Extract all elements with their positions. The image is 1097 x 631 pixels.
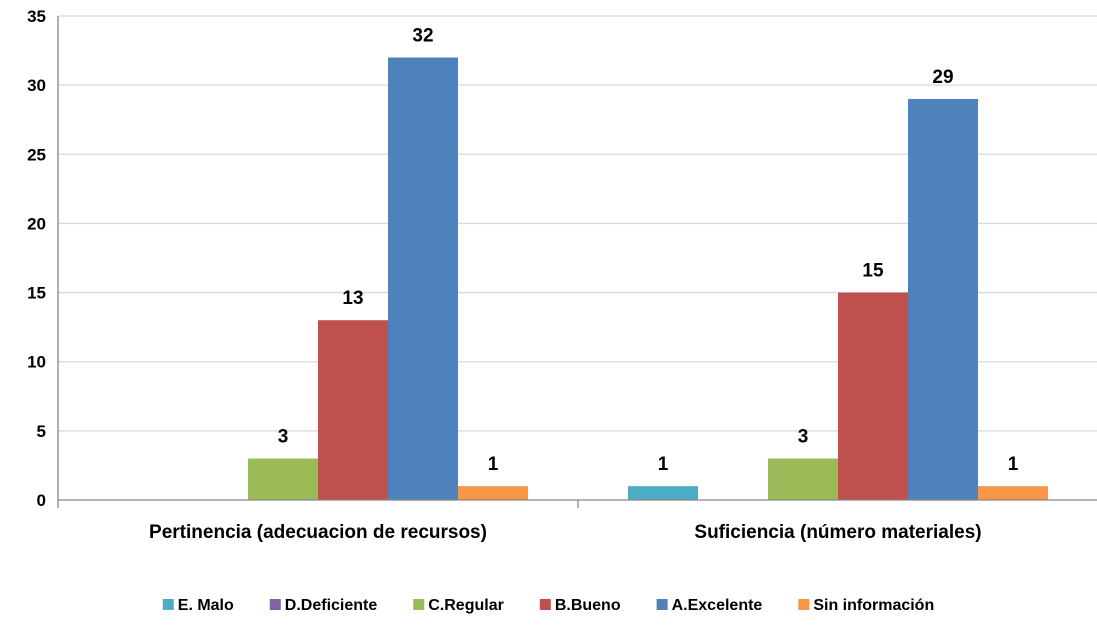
bar (908, 98, 978, 500)
legend-label: C.Regular (428, 597, 504, 614)
data-label: 1 (488, 454, 499, 475)
legend-swatch (656, 599, 668, 610)
bars (248, 57, 1048, 500)
gridlines (58, 15, 1097, 432)
bar (978, 486, 1048, 500)
data-label: 1 (658, 454, 669, 475)
x-category-label: Pertinencia (adecuacion de recursos) (149, 522, 487, 543)
y-tick-label: 15 (27, 284, 46, 303)
axes: 0 5 10 15 20 25 30 35 Pertinencia (adecuacion de… (27, 7, 1097, 543)
data-label: 15 (862, 261, 884, 282)
bar (458, 486, 528, 500)
legend-item: A.Excelente (656, 597, 763, 614)
legend-item: E. Malo (162, 597, 234, 614)
y-tick-label: 30 (27, 76, 46, 95)
data-label: 13 (342, 288, 363, 309)
legend-item: B.Bueno (539, 597, 621, 614)
bar (388, 57, 458, 500)
bar (248, 458, 318, 500)
bar (768, 458, 838, 500)
legend-label: A.Excelente (672, 597, 763, 614)
legend-label: B.Bueno (555, 597, 621, 614)
bar (318, 320, 388, 500)
legend-swatch (162, 599, 174, 610)
data-label: 29 (932, 67, 953, 88)
legend-swatch (269, 599, 281, 610)
data-label: 1 (1008, 454, 1019, 475)
legend-label: D.Deficiente (285, 597, 378, 614)
y-tick-label: 10 (27, 353, 46, 372)
legend-label: E. Malo (178, 597, 234, 614)
data-label: 32 (412, 25, 433, 46)
legend-swatch (539, 599, 551, 610)
legend-swatch (413, 599, 425, 610)
y-tick-label: 25 (27, 145, 46, 164)
bar (838, 292, 908, 500)
y-tick-label: 20 (27, 214, 46, 233)
legend-swatch (798, 599, 810, 610)
legend-item: C.Regular (413, 597, 504, 614)
legend: E. Malo D.Deficiente C.Regular B.Bueno A.Exc… (162, 597, 934, 614)
x-category-label: Suficiencia (número materiales) (694, 522, 981, 543)
y-tick-label: 0 (37, 491, 46, 510)
data-label: 3 (798, 427, 809, 448)
data-label: 3 (278, 427, 289, 448)
bar (628, 486, 698, 500)
legend-item: Sin información (798, 597, 934, 614)
y-tick-label: 35 (27, 7, 46, 26)
legend-item: D.Deficiente (269, 597, 378, 614)
legend-label: Sin información (813, 597, 934, 614)
y-tick-label: 5 (37, 422, 46, 441)
